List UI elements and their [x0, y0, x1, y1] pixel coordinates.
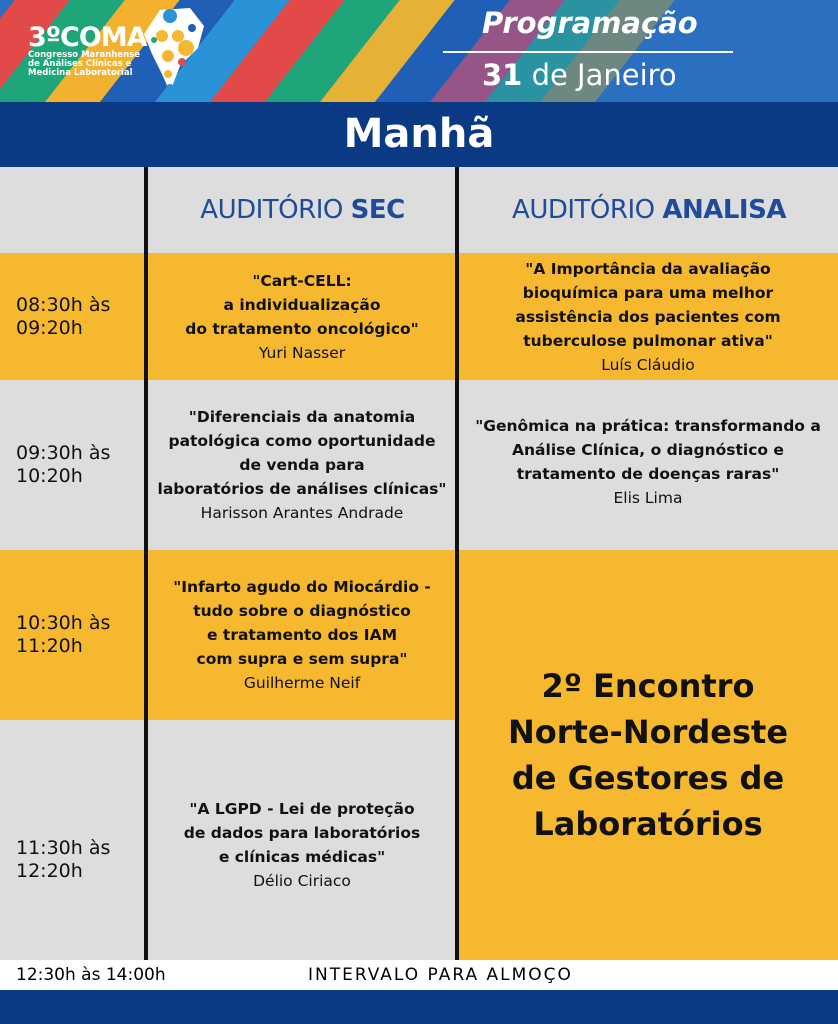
- column-header-analisa: AUDITÓRIO ANALISA: [512, 195, 786, 225]
- footer-bar: [0, 990, 838, 1024]
- session-analisa: "A Importância da avaliação bioquímica pa…: [458, 253, 838, 380]
- session-sec: "Cart-CELL: a individualização do tratamen…: [146, 253, 458, 380]
- break-row: 12:30h às 14:00h INTERVALO PARA ALMOÇO: [0, 960, 838, 990]
- column-divider: [144, 167, 148, 960]
- special-event: 2º Encontro Norte-Nordeste de Gestores de L…: [458, 550, 838, 960]
- column-header-sec: AUDITÓRIO SEC: [200, 195, 405, 225]
- time-slot: 08:30h às 09:20h: [0, 253, 146, 380]
- column-header-row: [0, 167, 838, 253]
- network-map-icon: [144, 8, 204, 92]
- session-analisa: "Genômica na prática: transformando a Aná…: [458, 380, 838, 550]
- time-slot: 10:30h às 11:20h: [0, 550, 146, 720]
- header-banner: 3ºCOMAC Congresso Maranhense de Análises…: [0, 0, 838, 102]
- session-sec: "A LGPD - Lei de proteção de dados para l…: [146, 720, 458, 960]
- divider: [443, 51, 733, 53]
- session-sec: "Diferenciais da anatomia patológica como…: [146, 380, 458, 550]
- program-date: 31 de Janeiro: [482, 58, 677, 92]
- period-title: Manhã: [0, 102, 838, 167]
- break-label: INTERVALO PARA ALMOÇO: [308, 965, 573, 985]
- session-sec: "Infarto agudo do Miocárdio - tudo sobre …: [146, 550, 458, 720]
- program-title: Programação: [482, 6, 698, 40]
- column-divider: [455, 167, 459, 960]
- break-time: 12:30h às 14:00h: [16, 965, 166, 985]
- time-slot: 09:30h às 10:20h: [0, 380, 146, 550]
- time-slot: 11:30h às 12:20h: [0, 720, 146, 960]
